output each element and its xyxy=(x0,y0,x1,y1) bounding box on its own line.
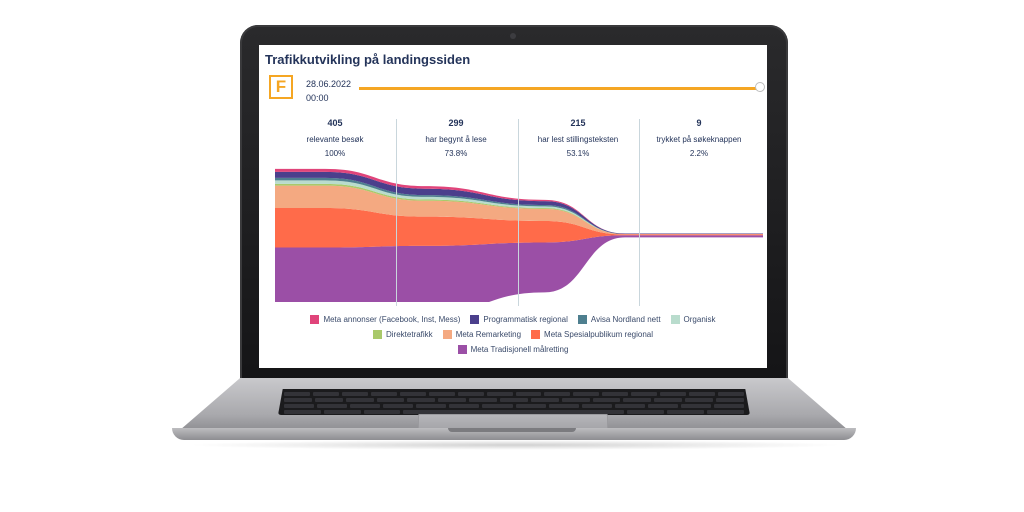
legend-item[interactable]: Direktetrafikk xyxy=(373,330,433,339)
brand-logo: F xyxy=(269,75,293,99)
legend-label: Organisk xyxy=(683,315,716,324)
legend-label: Meta annonser (Facebook, Inst, Mess) xyxy=(323,315,461,324)
stage-value: 9 xyxy=(696,118,702,128)
legend-row: Direktetrafikk Meta Remarketing Meta Spesi… xyxy=(259,330,767,339)
flow-series-6 xyxy=(275,171,763,234)
chart-legend: Meta annonser (Facebook, Inst, Mess) Prog… xyxy=(259,315,767,360)
webcam-icon xyxy=(510,33,516,39)
legend-item[interactable]: Meta Remarketing xyxy=(442,330,522,339)
laptop-base xyxy=(172,428,856,440)
stage-percent: 100% xyxy=(324,149,346,158)
legend-row: Meta annonser (Facebook, Inst, Mess) Prog… xyxy=(259,315,767,324)
legend-label: Programmatisk regional xyxy=(483,315,568,324)
flow-series-7 xyxy=(275,168,763,234)
laptop-notch xyxy=(448,428,576,432)
legend-swatch xyxy=(470,315,480,324)
stage-percent: 2.2% xyxy=(689,149,709,158)
legend-label: Avisa Nordland nett xyxy=(590,315,661,324)
legend-swatch xyxy=(577,315,587,324)
legend-label: Meta Spesialpublikum regional xyxy=(544,330,653,339)
legend-row: Meta Tradisjonell målretting xyxy=(259,345,767,354)
legend-item[interactable]: Meta Spesialpublikum regional xyxy=(531,330,653,339)
page-title: Trafikkutvikling på landingssiden xyxy=(265,52,471,67)
legend-label: Meta Remarketing xyxy=(455,330,522,339)
flow-series-4 xyxy=(275,180,763,234)
stage-percent: 73.8% xyxy=(444,149,468,158)
stage-label: trykket på søkeknappen xyxy=(656,135,742,144)
stage-2: 299 har begynt å lese 73.8% xyxy=(396,118,516,158)
legend-swatch xyxy=(373,330,382,339)
laptop-shadow xyxy=(185,440,845,450)
flow-series-0 xyxy=(275,235,763,302)
legend-swatch xyxy=(457,345,467,354)
legend-swatch xyxy=(670,315,680,324)
keyboard xyxy=(278,389,750,415)
flow-series-1 xyxy=(275,207,763,248)
stage-divider xyxy=(639,119,640,306)
legend-swatch xyxy=(442,330,452,339)
timeline-handle[interactable] xyxy=(755,82,765,92)
stage-value: 299 xyxy=(448,118,464,128)
flow-series-2 xyxy=(275,185,763,235)
stage-label: har begynt å lese xyxy=(425,135,487,144)
legend-swatch xyxy=(531,330,541,339)
stage-value: 215 xyxy=(570,118,586,128)
timeline-date: 28.06.2022 xyxy=(306,79,352,89)
legend-item[interactable]: Organisk xyxy=(670,315,716,324)
legend-swatch xyxy=(310,315,320,324)
stage-value: 405 xyxy=(327,118,343,128)
stage-label: relevante besøk xyxy=(306,135,364,144)
stage-percent: 53.1% xyxy=(566,149,590,158)
stage-1: 405 relevante besøk 100% xyxy=(275,118,395,158)
stage-label: har lest stillingsteksten xyxy=(537,135,619,144)
legend-item[interactable]: Meta annonser (Facebook, Inst, Mess) xyxy=(310,315,460,324)
timeline-time: 00:00 xyxy=(306,93,329,103)
legend-label: Meta Tradisjonell målretting xyxy=(470,345,569,354)
legend-item[interactable]: Avisa Nordland nett xyxy=(577,315,661,324)
legend-label: Direktetrafikk xyxy=(386,330,433,339)
stage-divider xyxy=(396,119,397,306)
laptop-screen: Trafikkutvikling på landingssiden F 28.0… xyxy=(259,45,767,368)
timeline-progress xyxy=(359,87,762,90)
stage-3: 215 har lest stillingsteksten 53.1% xyxy=(518,118,638,158)
legend-item[interactable]: Meta Tradisjonell målretting xyxy=(457,345,569,354)
trackpad xyxy=(418,414,608,432)
stage-divider xyxy=(518,119,519,306)
traffic-flow-chart xyxy=(275,168,763,302)
stage-4: 9 trykket på søkeknappen 2.2% xyxy=(639,118,759,158)
legend-item[interactable]: Programmatisk regional xyxy=(470,315,568,324)
